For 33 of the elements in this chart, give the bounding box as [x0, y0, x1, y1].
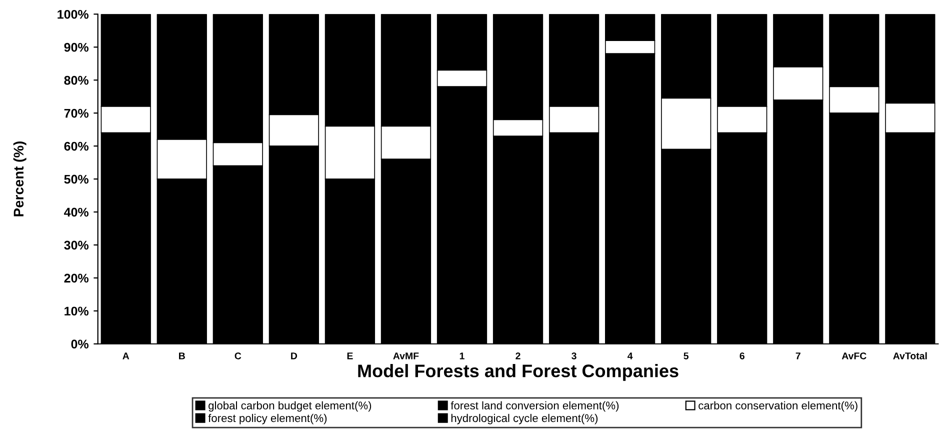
y-tick-label: 80%	[64, 76, 89, 85]
x-axis-title: Model Forests and Forest Companies	[358, 364, 678, 381]
x-tick-label: B	[179, 352, 185, 360]
y-tick-label: 0%	[71, 340, 89, 349]
x-tick-label: 7	[796, 352, 800, 360]
y-tick-label: 50%	[64, 174, 89, 184]
x-tick-label: 6	[740, 352, 744, 360]
y-tick-label: 70%	[64, 108, 89, 118]
y-tick-label: 90%	[64, 42, 89, 52]
legend-label: forest policy element(%)	[208, 414, 327, 424]
y-axis-title: Percent (%)	[13, 141, 26, 216]
y-tick-label: 40%	[64, 208, 89, 217]
legend-label: global carbon budget element(%)	[208, 401, 372, 412]
x-tick-label: 1	[460, 352, 464, 360]
x-tick-label: 5	[684, 352, 689, 360]
legend-label: hydrological cycle element(%)	[451, 414, 598, 424]
y-tick-label: 30%	[64, 240, 89, 250]
x-tick-label: C	[234, 352, 242, 360]
x-tick-label: 4	[628, 352, 633, 360]
x-tick-label: 3	[572, 352, 576, 360]
x-tick-label: A	[122, 352, 130, 360]
x-tick-label: AvFC	[842, 352, 866, 360]
legend-label: carbon conservation element(%)	[698, 401, 858, 412]
x-tick-label: D	[291, 352, 298, 360]
y-tick-label: 60%	[64, 142, 89, 151]
x-tick-label: AvTotal	[893, 352, 927, 360]
y-tick-label: 100%	[58, 10, 89, 19]
x-tick-label: E	[347, 352, 353, 360]
x-tick-label: AvMF	[393, 352, 419, 360]
y-tick-label: 10%	[64, 306, 89, 316]
y-tick-label: 20%	[64, 274, 89, 283]
legend-label: forest land conversion element(%)	[450, 401, 619, 412]
x-tick-label: 2	[516, 352, 520, 360]
